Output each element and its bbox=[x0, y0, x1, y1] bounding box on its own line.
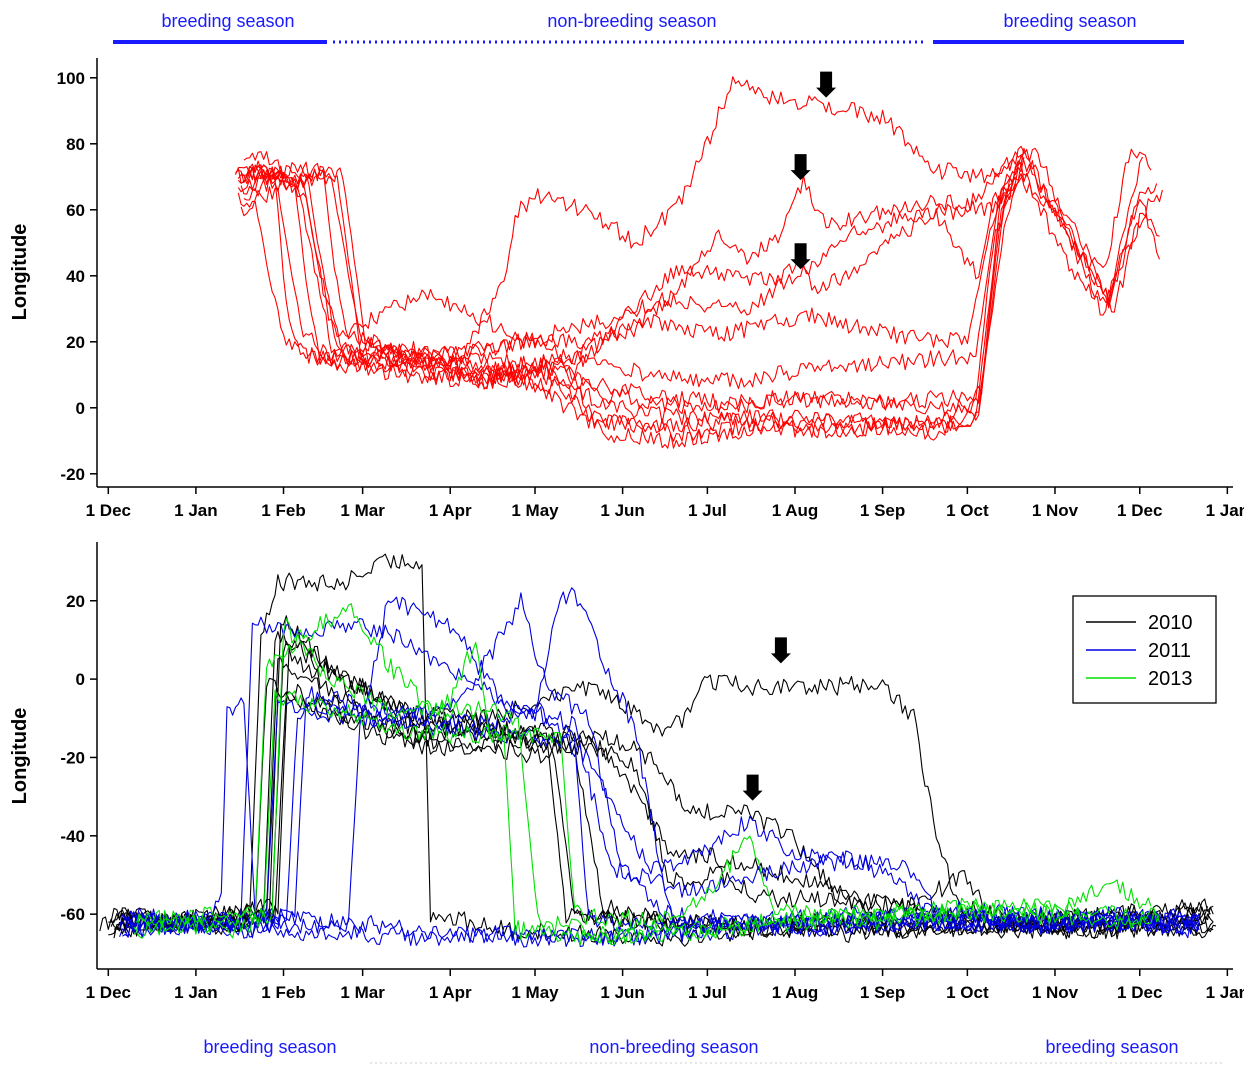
top-y-tick-label-1: 0 bbox=[76, 399, 85, 418]
top-y-tick-label-0: -20 bbox=[60, 465, 85, 484]
bottom-x-tick-label-8: 1 Aug bbox=[772, 983, 819, 1002]
bottom-arrow-1 bbox=[742, 774, 763, 801]
bottom-season-label-non-breeding: non-breeding season bbox=[589, 1037, 758, 1057]
top-y-tick-label-6: 100 bbox=[57, 69, 85, 88]
top-series-line-red-9 bbox=[240, 160, 1022, 364]
legend-label-2011: 2011 bbox=[1148, 640, 1191, 662]
top-x-tick-label-0: 1 Dec bbox=[86, 501, 131, 520]
top-series-line-red-11 bbox=[237, 156, 1025, 441]
top-series-group bbox=[234, 76, 1163, 449]
bottom-x-tick-label-11: 1 Nov bbox=[1032, 983, 1079, 1002]
top-series-line-red-6 bbox=[237, 76, 1028, 373]
top-y-tick-label-2: 20 bbox=[66, 333, 85, 352]
top-x-tick-label-2: 1 Feb bbox=[261, 501, 305, 520]
bottom-x-tick-label-2: 1 Feb bbox=[261, 983, 305, 1002]
top-season-label-breeding-end: breeding season bbox=[1003, 11, 1136, 31]
bottom-x-tick-label-1: 1 Jan bbox=[174, 983, 217, 1002]
bottom-series-line-2013-15 bbox=[133, 603, 1152, 946]
top-series-line-red-10 bbox=[243, 168, 1019, 390]
bottom-arrows bbox=[742, 637, 791, 801]
top-series-line-red-8 bbox=[235, 165, 1016, 390]
bottom-y-tick-label-2: -20 bbox=[60, 748, 85, 767]
legend-label-2013: 2013 bbox=[1148, 668, 1193, 690]
bottom-series-line-2013-17 bbox=[136, 618, 1161, 946]
bottom-y-tick-label-4: 20 bbox=[66, 592, 85, 611]
bottom-series-line-2010-2 bbox=[110, 631, 1209, 935]
bottom-x-tick-label-4: 1 Apr bbox=[429, 983, 472, 1002]
top-ticks: 1 Dec 1 Jan 1 Feb 1 Mar 1 Apr 1 May 1 Jun 1 Jul… bbox=[57, 69, 1244, 520]
bottom-series-line-2011-14 bbox=[127, 686, 1200, 932]
bottom-season-label-breeding-start: breeding season bbox=[203, 1037, 336, 1057]
bottom-x-tick-label-13: 1 Jan bbox=[1206, 983, 1244, 1002]
top-x-tick-label-3: 1 Mar bbox=[340, 501, 385, 520]
top-y-tick-label-5: 80 bbox=[66, 135, 85, 154]
bottom-y-tick-label-0: -60 bbox=[60, 905, 85, 924]
top-x-tick-label-5: 1 May bbox=[511, 501, 559, 520]
top-series-line-red-7 bbox=[240, 160, 1022, 390]
top-x-tick-label-8: 1 Aug bbox=[772, 501, 819, 520]
top-x-tick-label-12: 1 Dec bbox=[1117, 501, 1162, 520]
legend-label-2010: 2010 bbox=[1148, 612, 1193, 634]
bottom-x-tick-label-3: 1 Mar bbox=[340, 983, 385, 1002]
bottom-series-group bbox=[99, 553, 1217, 948]
top-x-tick-label-11: 1 Nov bbox=[1032, 501, 1079, 520]
bottom-y-axis-title: Longitude bbox=[9, 708, 31, 805]
bottom-x-tick-label-5: 1 May bbox=[511, 983, 559, 1002]
top-x-tick-label-6: 1 Jun bbox=[600, 501, 644, 520]
bottom-series-line-2011-11 bbox=[121, 592, 1200, 938]
top-x-tick-label-10: 1 Oct bbox=[946, 501, 989, 520]
bottom-series-line-2011-12 bbox=[124, 596, 1200, 939]
bottom-arrow-0 bbox=[770, 637, 791, 664]
bottom-ticks: 1 Dec 1 Jan 1 Feb 1 Mar 1 Apr 1 May 1 Jun 1 Jul… bbox=[60, 592, 1244, 1002]
bottom-x-tick-label-9: 1 Sep bbox=[860, 983, 905, 1002]
bottom-chart: Longitude 1 Dec 1 Jan 1 Feb 1 Mar 1 Apr 1 May… bbox=[9, 542, 1244, 1002]
top-x-tick-label-7: 1 Jul bbox=[688, 501, 727, 520]
top-y-axis-title: Longitude bbox=[9, 224, 31, 321]
top-arrow-2 bbox=[790, 243, 811, 270]
top-series-line-red-3 bbox=[240, 148, 1152, 449]
top-y-tick-label-4: 60 bbox=[66, 201, 85, 220]
bottom-series-line-2010-7 bbox=[113, 641, 1214, 938]
bottom-series-line-2010-6 bbox=[110, 683, 1211, 935]
top-series-line-red-1 bbox=[237, 161, 1160, 432]
top-x-tick-label-9: 1 Sep bbox=[860, 501, 905, 520]
top-x-tick-label-4: 1 Apr bbox=[429, 501, 472, 520]
bottom-x-tick-label-7: 1 Jul bbox=[688, 983, 727, 1002]
bottom-series-line-2013-16 bbox=[133, 689, 1161, 939]
bottom-x-tick-label-6: 1 Jun bbox=[600, 983, 644, 1002]
bottom-y-tick-label-1: -40 bbox=[60, 827, 85, 846]
top-series-line-red-4 bbox=[237, 155, 1163, 415]
top-y-tick-label-3: 40 bbox=[66, 267, 85, 286]
top-x-tick-label-13: 1 Jan bbox=[1206, 501, 1244, 520]
top-season-label-breeding-start: breeding season bbox=[161, 11, 294, 31]
bottom-x-tick-label-10: 1 Oct bbox=[946, 983, 989, 1002]
top-chart: Longitude 1 Dec 1 Jan 1 Feb 1 Mar 1 Apr 1 May… bbox=[9, 58, 1244, 520]
top-x-tick-label-1: 1 Jan bbox=[174, 501, 217, 520]
bottom-x-tick-label-0: 1 Dec bbox=[86, 983, 131, 1002]
bottom-y-tick-label-3: 0 bbox=[76, 670, 85, 689]
bottom-x-tick-label-12: 1 Dec bbox=[1117, 983, 1162, 1002]
top-season-label-non-breeding: non-breeding season bbox=[547, 11, 716, 31]
legend: 2010 2011 2013 bbox=[1072, 595, 1217, 704]
top-arrows bbox=[790, 71, 837, 270]
bottom-season-band: breeding season non-breeding season bree… bbox=[203, 1037, 1225, 1064]
top-series-line-red-2 bbox=[238, 147, 1161, 442]
top-arrow-0 bbox=[816, 71, 837, 98]
top-season-band: breeding season non-breeding season bree… bbox=[113, 11, 1184, 44]
top-arrow-1 bbox=[790, 154, 811, 181]
bottom-season-label-breeding-end: breeding season bbox=[1045, 1037, 1178, 1057]
top-series-line-red-0 bbox=[234, 160, 1158, 417]
bottom-series-line-2011-10 bbox=[122, 699, 1200, 939]
